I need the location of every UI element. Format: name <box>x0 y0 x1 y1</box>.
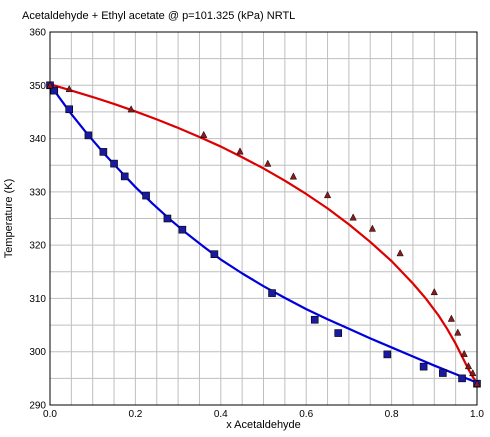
x-tick-labels: 0.0 0.2 0.4 0.6 0.8 1.0 <box>43 409 484 420</box>
dew-point-marker <box>323 191 332 199</box>
dew-point-marker <box>46 81 54 89</box>
dew-point-marker <box>447 314 455 322</box>
bubble-point-marker <box>50 86 59 95</box>
dew-point-marker <box>236 147 244 155</box>
dew-point-marker <box>200 130 208 138</box>
y-tick-label: 360 <box>29 28 46 39</box>
bubble-point-marker <box>110 159 118 168</box>
dew-point-marker <box>289 172 297 180</box>
x-axis-label: x Acetaldehyde <box>226 419 301 431</box>
dew-point-marker <box>473 379 481 387</box>
dew-point-marker <box>460 349 468 357</box>
y-tick-label: 340 <box>29 134 46 145</box>
bubble-point-marker <box>383 350 392 359</box>
dew-point-marker <box>127 105 135 113</box>
dew-point-marker <box>65 84 73 93</box>
bubble-point-marker <box>84 131 93 140</box>
y-tick-label: 290 <box>29 401 46 412</box>
bubble-point-marker <box>178 225 187 234</box>
x-tick-label: 0.0 <box>43 409 57 420</box>
bubble-point-marker <box>334 329 343 337</box>
bubble-point-marker <box>142 191 150 200</box>
bubble-point-marker <box>439 369 447 377</box>
bubble-point-marker <box>210 250 219 259</box>
dew-point-marker <box>464 362 473 370</box>
series-layer <box>46 81 481 388</box>
y-tick-label: 300 <box>29 347 46 358</box>
y-tick-label: 350 <box>29 81 46 92</box>
grid <box>50 32 477 405</box>
dew-point-marker <box>469 368 477 377</box>
x-tick-label: 0.4 <box>214 409 228 420</box>
bubble-point-marker <box>163 214 172 223</box>
dew-point-marker <box>454 328 462 336</box>
bubble-point-marker <box>268 289 276 297</box>
dew-curve-line <box>49 83 478 384</box>
bubble-point-marker <box>120 172 129 181</box>
bubble-point-marker <box>419 362 428 371</box>
y-tick-labels: 290 300 310 320 330 340 350 360 <box>29 28 46 412</box>
bubble-point-marker <box>65 105 74 114</box>
y-tick-label: 320 <box>29 241 46 252</box>
dew-point-marker <box>396 249 404 257</box>
dew-point-marker <box>264 159 272 167</box>
y-tick-label: 310 <box>29 294 46 305</box>
dew-point-marker <box>430 287 438 296</box>
x-tick-label: 0.8 <box>385 409 399 420</box>
bubble-point-marker <box>99 148 108 156</box>
x-tick-label: 0.6 <box>299 409 313 420</box>
bubble-point-marker <box>310 315 319 324</box>
bubble-curve-line <box>49 83 478 384</box>
chart-title: Acetaldehyde + Ethyl acetate @ p=101.325… <box>22 10 295 22</box>
bubble-point-marker <box>458 374 466 383</box>
dew-point-marker <box>368 224 376 232</box>
x-tick-label: 1.0 <box>470 409 484 420</box>
y-tick-label: 330 <box>29 187 46 198</box>
dew-point-marker <box>349 213 357 221</box>
y-axis-label: Temperature (K) <box>3 179 15 258</box>
plot-frame <box>49 31 478 406</box>
x-tick-label: 0.2 <box>128 409 142 420</box>
